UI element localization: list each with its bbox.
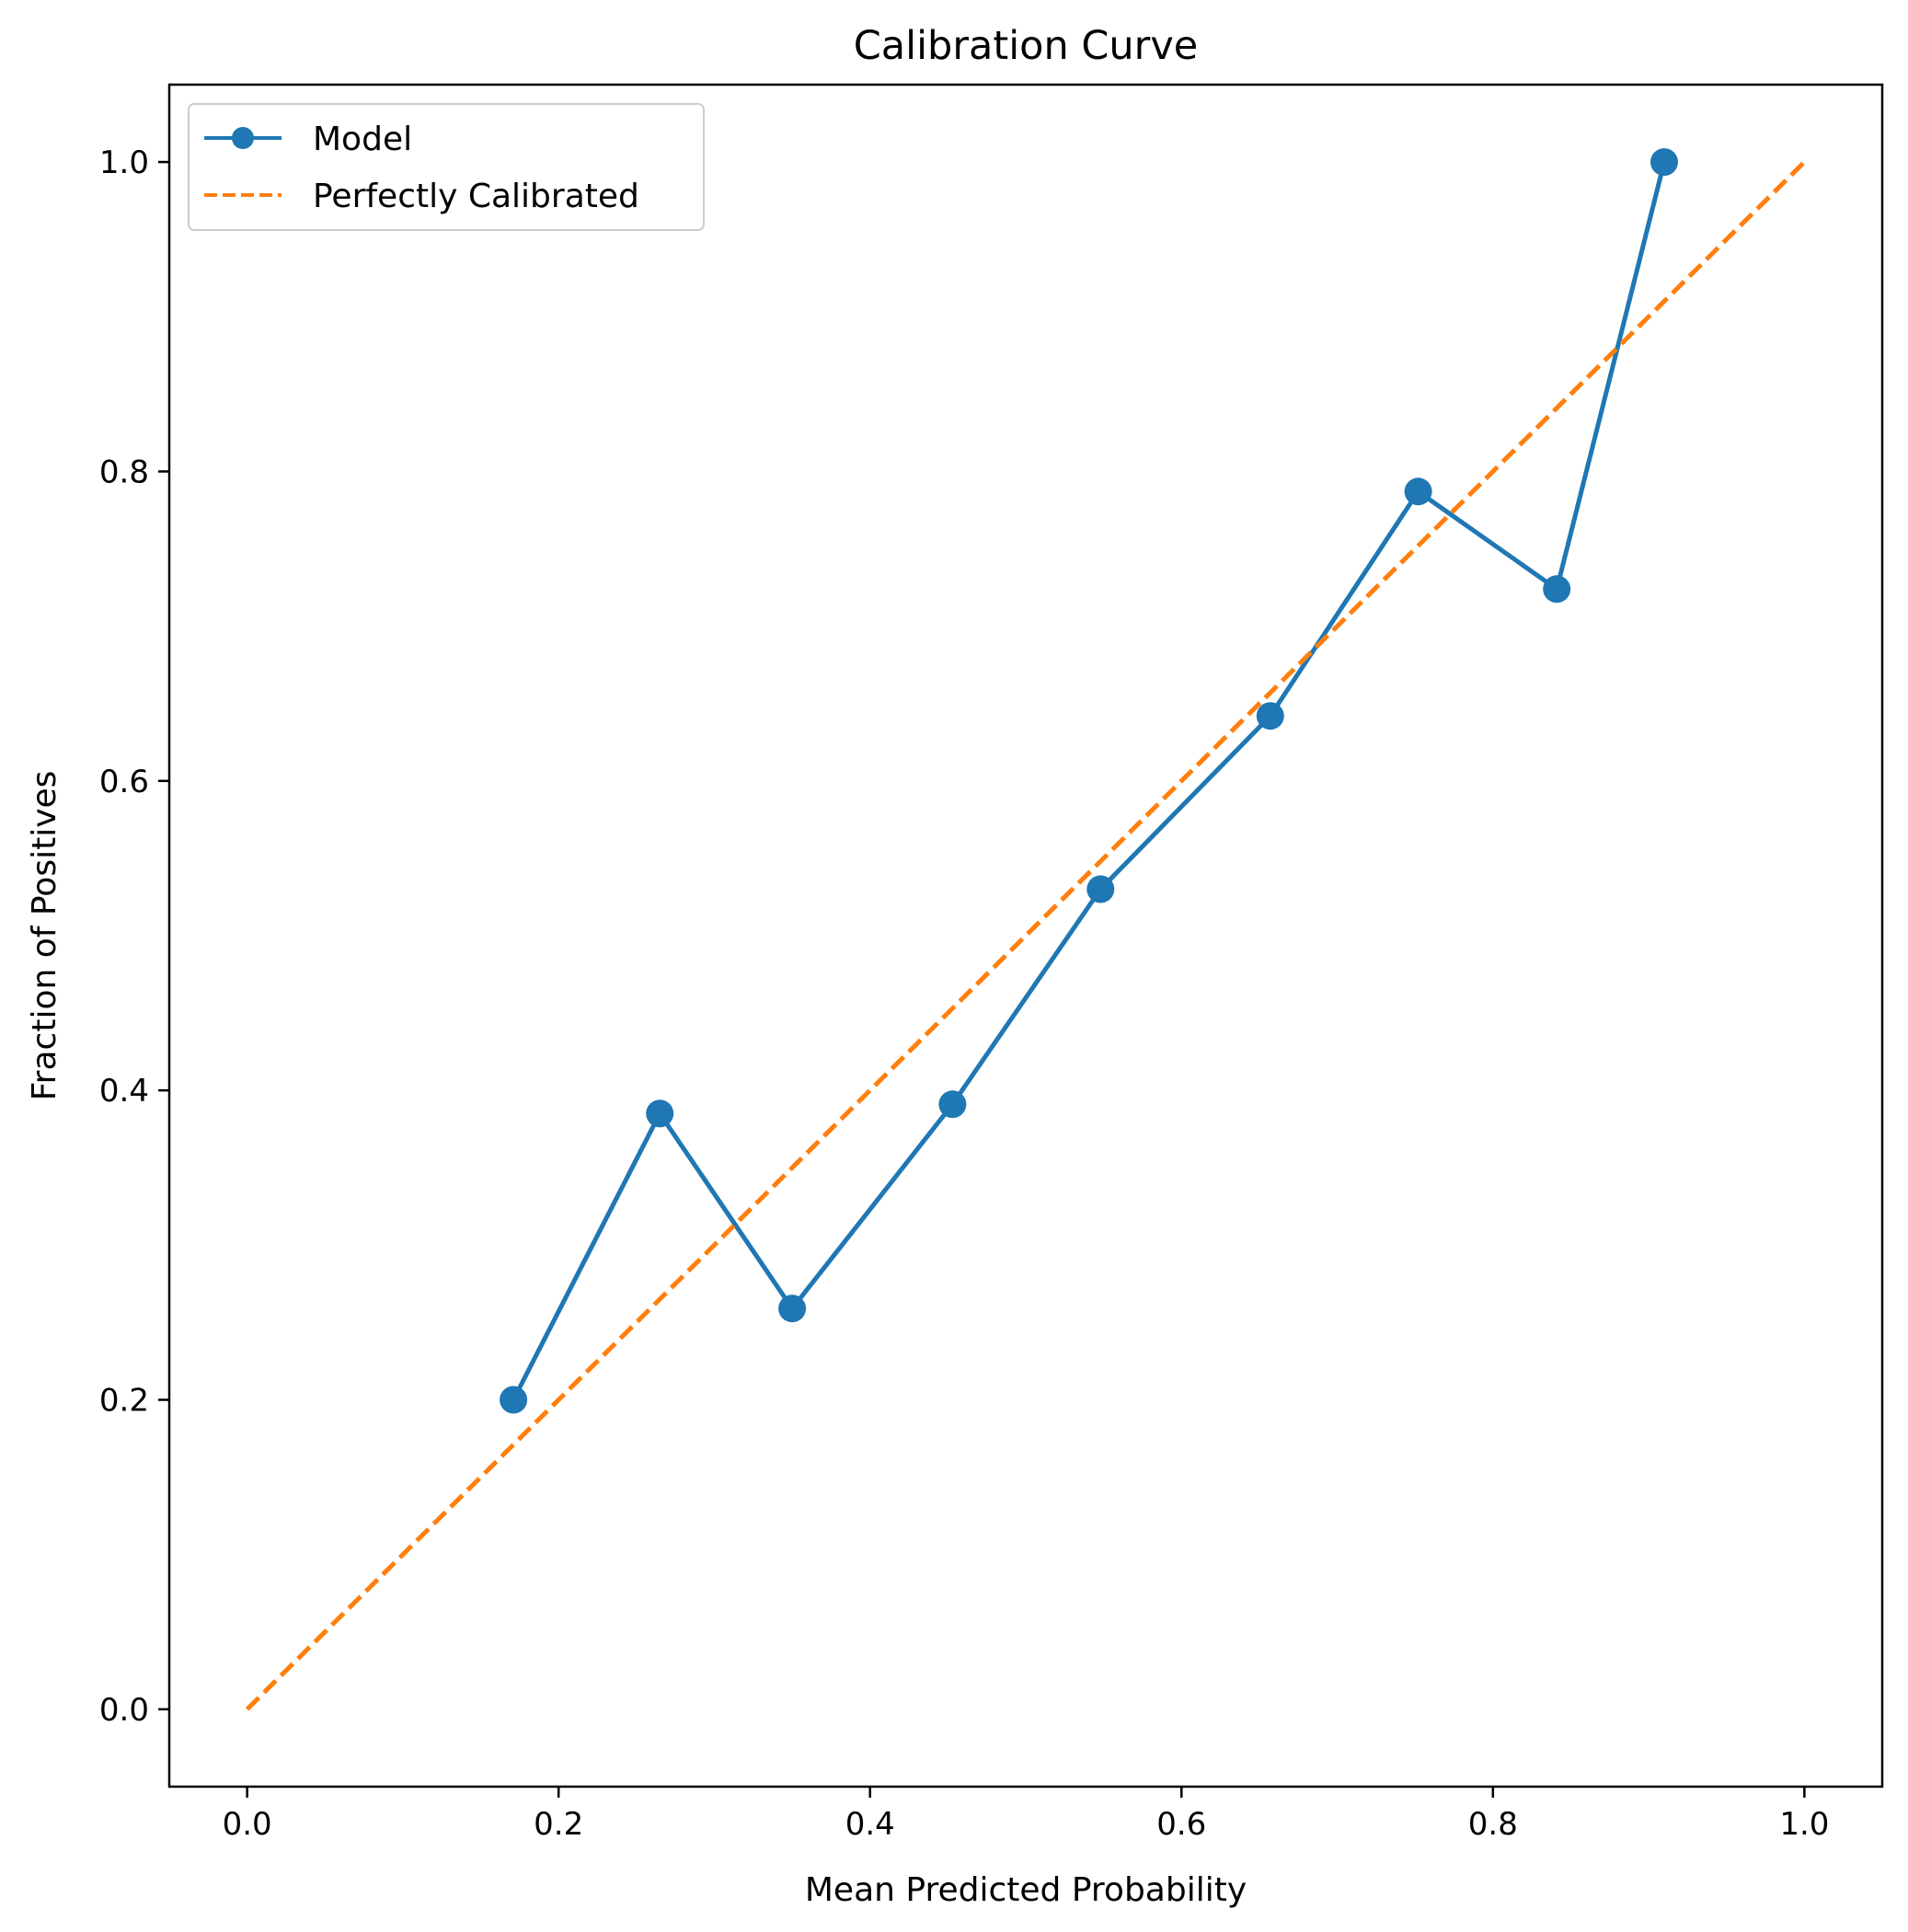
x-tick-label: 1.0 bbox=[1779, 1806, 1829, 1843]
series-line-perfectly-calibrated bbox=[245, 160, 1807, 1711]
legend-model-marker bbox=[232, 127, 254, 149]
y-tick-label: 0.2 bbox=[99, 1383, 149, 1420]
y-axis-label: Fraction of Positives bbox=[26, 771, 63, 1101]
y-tick-label: 0.6 bbox=[99, 764, 149, 800]
x-tick-label: 0.2 bbox=[534, 1806, 583, 1843]
plot-area bbox=[245, 148, 1807, 1711]
legend: Model Perfectly Calibrated bbox=[188, 103, 705, 231]
data-point-model bbox=[500, 1386, 528, 1414]
data-point-model bbox=[938, 1090, 967, 1119]
y-tick-label: 1.0 bbox=[99, 144, 149, 181]
x-tick-label: 0.6 bbox=[1156, 1806, 1206, 1843]
x-tick-label: 0.8 bbox=[1468, 1806, 1518, 1843]
data-point-model bbox=[1404, 477, 1432, 506]
axes: 0.0 0.2 0.4 0.6 0.8 1.0 0.0 0.2 0.4 0.6 0.8 1.0 bbox=[99, 83, 1884, 1843]
data-point-model bbox=[778, 1294, 807, 1323]
legend-model-label: Model bbox=[313, 121, 412, 158]
y-tick-label: 0.8 bbox=[99, 454, 149, 490]
data-point-model bbox=[1650, 148, 1678, 177]
x-axis-label: Mean Predicted Probability bbox=[805, 1871, 1247, 1909]
axes-frame bbox=[167, 83, 1884, 1788]
data-point-model bbox=[646, 1099, 674, 1128]
legend-perfectly-calibrated-label: Perfectly Calibrated bbox=[313, 178, 639, 215]
data-point-model bbox=[1543, 575, 1571, 604]
chart-title: Calibration Curve bbox=[854, 23, 1199, 69]
data-point-model bbox=[1086, 875, 1115, 903]
x-tick-label: 0.0 bbox=[223, 1806, 272, 1843]
legend-frame bbox=[188, 103, 705, 231]
y-tick-label: 0.4 bbox=[99, 1073, 149, 1110]
data-point-model bbox=[1256, 702, 1284, 730]
x-tick-label: 0.4 bbox=[845, 1806, 895, 1843]
y-tick-label: 0.0 bbox=[99, 1692, 149, 1729]
